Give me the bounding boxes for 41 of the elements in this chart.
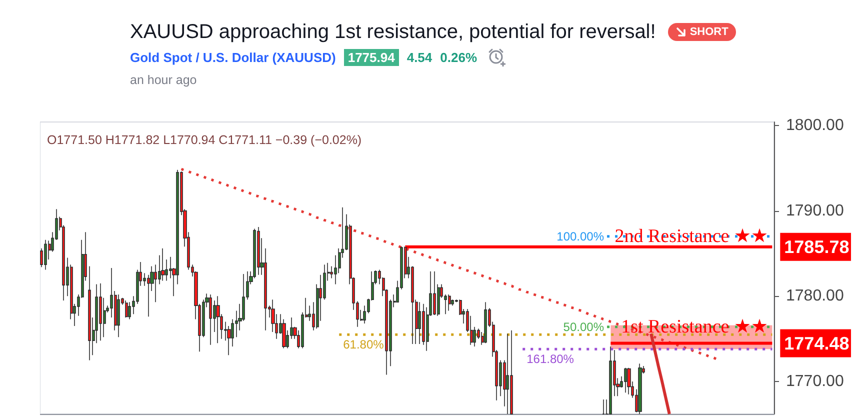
candlestick	[602, 399, 605, 414]
candlestick	[609, 346, 612, 414]
candlestick	[44, 239, 47, 270]
candlestick	[257, 226, 260, 276]
series-label: 100.00%	[556, 229, 604, 244]
candlestick	[638, 363, 642, 414]
candlestick	[418, 302, 421, 344]
candlestick	[117, 294, 120, 338]
short-badge: SHORT	[668, 23, 736, 41]
text: an hour ago	[130, 73, 197, 87]
y-tick-label: 1780.00	[786, 288, 844, 305]
series-label: 50.00%	[563, 320, 604, 334]
text: 0.26%	[440, 50, 478, 64]
y-tick-label: 1790.00	[786, 202, 844, 220]
data-label: 1774.48	[784, 333, 850, 354]
annotation: 2nd Resistance ★★	[614, 226, 768, 247]
candlestick	[624, 367, 627, 394]
candlestick	[209, 294, 212, 346]
chart-title: XAUUSD approaching 1st resistance, potential for reversal!	[130, 20, 656, 45]
candlestick	[627, 367, 631, 395]
line-series	[650, 332, 671, 416]
candlestick	[448, 294, 451, 312]
data-label: 1785.78	[784, 236, 850, 257]
series-label: 161.80%	[526, 352, 574, 366]
candlestick	[161, 248, 165, 282]
candlestick	[125, 300, 128, 318]
annotation: 1st Resistance ★★	[621, 316, 768, 338]
candlestick	[88, 266, 91, 361]
text: 4.54	[406, 50, 432, 64]
y-tick-label: 1800.00	[786, 116, 844, 134]
series-label: 61.80%	[343, 338, 384, 352]
candlestick	[484, 302, 487, 344]
text: 1775.94	[344, 48, 399, 66]
chart-subtitle: Gold Spot / U.S. Dollar (XAUUSD)	[130, 50, 336, 64]
candlestick	[216, 296, 220, 344]
candlestick	[433, 271, 436, 316]
y-tick-label: 1770.00	[786, 373, 844, 390]
candlestick	[506, 333, 509, 414]
candlestick	[99, 282, 102, 341]
annotation: O1771.50 H1771.82 L1770.94 C1771.11 −0.39 (−0.02%)	[47, 133, 362, 147]
candlestick	[510, 330, 513, 414]
